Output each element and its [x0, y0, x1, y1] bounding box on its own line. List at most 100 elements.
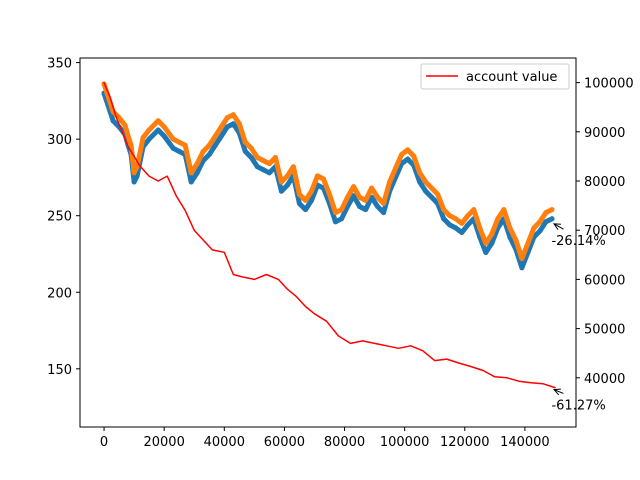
series-2-point-40	[333, 210, 338, 216]
series-2-point-28	[260, 158, 266, 164]
series-1-point-61	[459, 230, 465, 235]
series-2-point-16	[188, 170, 194, 176]
series-2-point-14	[176, 139, 182, 145]
series-2-point-48	[381, 201, 387, 206]
series-2-point-69	[507, 225, 513, 231]
series-2-point-45	[363, 197, 369, 203]
series-2-point-9	[140, 135, 146, 141]
x-tick-label-6: 120000	[440, 435, 490, 450]
series-2-point-74	[537, 219, 543, 225]
series-1-point-27	[254, 164, 260, 170]
y-right-tick-label-6: 100000	[584, 77, 634, 92]
series-1-point-54	[417, 179, 423, 185]
series-2-point-25	[242, 139, 248, 145]
series-1-point-59	[447, 222, 453, 228]
series-2-point-46	[369, 185, 375, 191]
series-1-point-35	[303, 207, 308, 213]
series-2-point-43	[351, 184, 357, 190]
x-tick-label-4: 80000	[324, 435, 365, 450]
x-tick-label-7: 140000	[500, 435, 550, 450]
series-2-point-61	[459, 220, 465, 226]
series-2-point-60	[453, 216, 459, 222]
series-2-point-36	[309, 188, 314, 194]
series-2-point-26	[248, 145, 254, 151]
series-1-point-11	[155, 127, 161, 133]
series-2-point-34	[296, 191, 302, 197]
series-1-point-58	[441, 216, 447, 222]
series-1-point-17	[194, 170, 200, 176]
x-tick-label-3: 60000	[264, 435, 305, 450]
series-2-point-57	[435, 191, 441, 197]
series-2-point-54	[417, 170, 423, 176]
series-2-point-39	[327, 191, 332, 197]
series-2-point-37	[315, 173, 320, 179]
series-2-point-22	[224, 115, 230, 121]
series-1-point-48	[381, 210, 387, 216]
series-1-point-43	[351, 193, 357, 199]
series-1-point-2	[110, 118, 116, 124]
series-1-point-14	[176, 148, 182, 154]
plot-frame	[79, 57, 577, 428]
series-2-point-6	[128, 142, 134, 148]
series-2-point-75	[543, 210, 549, 216]
annotation-arrowhead-1	[552, 388, 561, 396]
series-1-point-7	[131, 179, 137, 185]
series-1-point-29	[266, 170, 272, 176]
series-1-point-74	[537, 228, 543, 234]
series-2-point-3	[116, 115, 122, 121]
series-2-point-35	[303, 197, 308, 203]
series-2-point-21	[218, 124, 224, 130]
y-left-tick-label-4: 350	[47, 57, 72, 72]
series-2-point-7	[131, 170, 137, 176]
series-1-point-28	[260, 167, 266, 173]
y-right-tick-label-5: 90000	[584, 126, 625, 141]
series-2-point-41	[339, 207, 344, 213]
annotations-layer: -26.14% -61.27%	[551, 223, 606, 413]
series-1-point-60	[453, 225, 459, 231]
series-2-point-72	[525, 240, 531, 246]
series-1-point-55	[423, 188, 429, 194]
y-left-tick-label-2: 250	[47, 210, 72, 225]
x-tick-label-5: 100000	[380, 435, 430, 450]
series-1-point-25	[242, 148, 248, 154]
series-1-point-34	[296, 201, 302, 206]
series-2-point-66	[489, 231, 495, 237]
series-2-point-62	[465, 213, 471, 219]
series-1-point-47	[375, 204, 381, 209]
y-left-tick-label-0: 150	[47, 363, 72, 378]
series-2-point-29	[266, 161, 272, 167]
legend-box	[420, 63, 570, 90]
series-1-point-52	[405, 156, 411, 162]
series-2-point-52	[405, 147, 411, 153]
series-1-point-71	[519, 265, 525, 271]
series-2-point-11	[155, 118, 161, 124]
series-1-point-21	[218, 133, 224, 139]
series-1-point-13	[170, 145, 176, 151]
series-2-point-68	[501, 207, 507, 213]
series-2-point-44	[357, 194, 363, 200]
series-2-point-76	[549, 207, 555, 213]
series-2-point-64	[477, 225, 483, 231]
y-right-tick-label-2: 60000	[584, 273, 625, 288]
series-1-point-19	[206, 152, 212, 157]
series-2-point-38	[321, 176, 326, 182]
series-2-point-51	[399, 152, 405, 157]
series-2-point-30	[272, 155, 278, 160]
series-1-point-16	[188, 179, 194, 185]
series-2-point-12	[161, 124, 167, 130]
series-2-point-20	[212, 133, 218, 139]
series-2-point-71	[519, 256, 525, 262]
series-1-point-40	[333, 219, 338, 225]
series-2-point-13	[170, 136, 176, 142]
series-1-point-12	[161, 133, 167, 139]
series-2-point-53	[411, 153, 417, 159]
series-1-point-22	[224, 124, 230, 130]
series-2-point-31	[278, 179, 284, 185]
series-2-point-58	[441, 207, 447, 213]
series-1-point-62	[465, 222, 471, 228]
series-1-point-56	[429, 194, 435, 200]
series-1-point-31	[278, 188, 284, 194]
series-2-point-55	[423, 179, 429, 185]
annotation-arrowhead-0	[553, 223, 561, 230]
